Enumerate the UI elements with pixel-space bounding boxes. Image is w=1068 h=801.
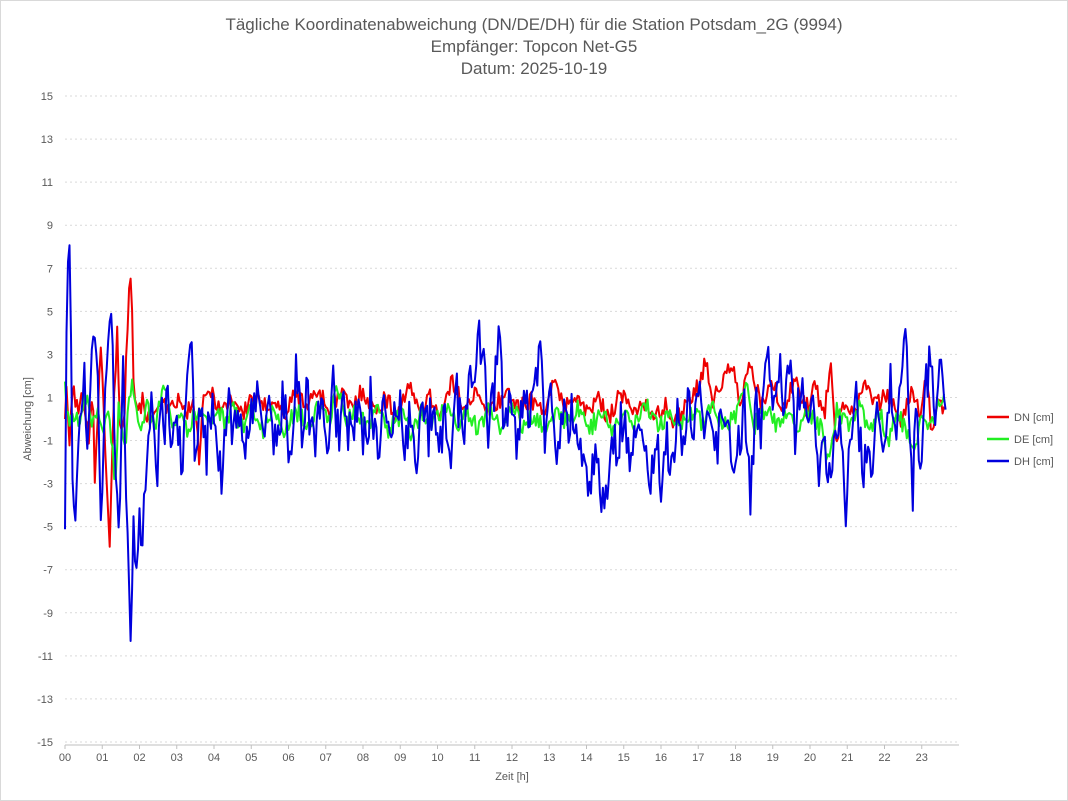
x-tick-label: 03: [171, 752, 183, 764]
x-tick-label: 13: [543, 752, 555, 764]
x-tick-label: 04: [208, 752, 220, 764]
x-tick-label: 17: [692, 752, 704, 764]
x-tick-label: 07: [320, 752, 332, 764]
x-tick-label: 08: [357, 752, 369, 764]
y-tick-label: -1: [43, 436, 53, 448]
y-axis-title: Abweichung [cm]: [22, 377, 34, 461]
y-tick-label: -3: [43, 479, 53, 491]
x-tick-label: 01: [96, 752, 108, 764]
x-tick-label: 06: [282, 752, 294, 764]
x-tick-label: 15: [618, 752, 630, 764]
x-tick-label: 10: [431, 752, 443, 764]
y-tick-label: 15: [41, 91, 53, 103]
y-tick-label: 9: [47, 220, 53, 232]
x-tick-label: 14: [580, 752, 592, 764]
y-tick-label: 7: [47, 263, 53, 275]
x-axis-title: Zeit [h]: [495, 771, 529, 783]
y-tick-label: -11: [38, 651, 53, 663]
x-tick-label: 23: [916, 752, 928, 764]
chart-title-line-3: Datum: 2025-10-19: [461, 59, 607, 78]
legend: DN [cm] DE [cm] DH [cm]: [987, 412, 1054, 468]
chart-title-line-2: Empfänger: Topcon Net-G5: [431, 37, 638, 56]
y-tick-label: -7: [43, 565, 53, 577]
series-line-dh: [64, 244, 947, 642]
x-tick-label: 09: [394, 752, 406, 764]
gridlines: [65, 95, 959, 743]
y-tick-label: 3: [47, 349, 53, 361]
y-tick-label: 11: [42, 177, 53, 189]
x-tick-label: 02: [133, 752, 145, 764]
legend-label: DE [cm]: [1014, 434, 1053, 446]
y-tick-label: 1: [47, 392, 53, 404]
y-tick-label: -15: [37, 737, 53, 749]
legend-label: DN [cm]: [1014, 412, 1054, 424]
x-tick-label: 05: [245, 752, 257, 764]
x-tick-label: 00: [59, 752, 71, 764]
x-tick-label: 11: [469, 752, 480, 764]
x-tick-label: 22: [878, 752, 890, 764]
x-axis-ticks: 00 01 02 03 04 05 06 07 08 09 10 11 12 13 14 15 16 17 18 19…: [59, 745, 928, 764]
series-lines: [64, 244, 947, 642]
y-tick-label: 5: [47, 306, 53, 318]
y-tick-label: -5: [43, 522, 53, 534]
x-tick-label: 16: [655, 752, 667, 764]
y-tick-label: -13: [37, 694, 53, 706]
x-tick-label: 12: [506, 752, 518, 764]
y-tick-label: -9: [43, 608, 53, 620]
legend-label: DH [cm]: [1014, 456, 1054, 468]
y-axis-ticks: 15 13 11 9 7 5 3 1 -1 -3 -5 -7 -9 -11 -13 -15: [37, 91, 53, 749]
x-tick-label: 20: [804, 752, 816, 764]
x-tick-label: 19: [767, 752, 779, 764]
chart-title-line-1: Tägliche Koordinatenabweichung (DN/DE/DH…: [225, 15, 842, 34]
y-tick-label: 13: [41, 134, 53, 146]
x-tick-label: 21: [841, 752, 853, 764]
x-tick-label: 18: [729, 752, 741, 764]
